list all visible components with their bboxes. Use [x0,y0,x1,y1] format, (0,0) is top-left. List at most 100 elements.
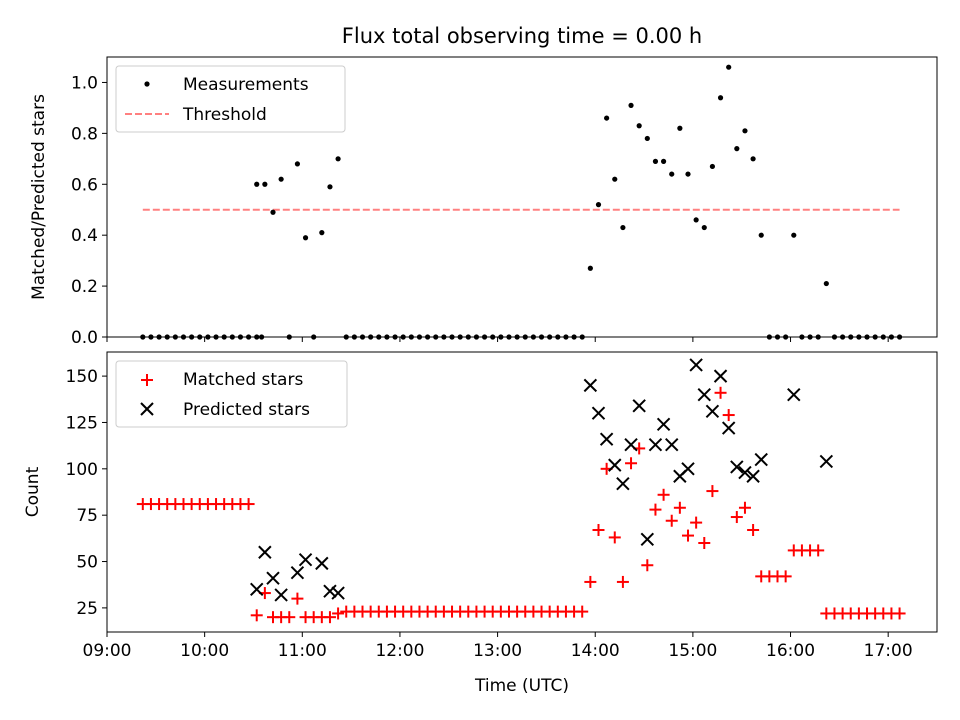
measurement-point [595,202,602,208]
measurement-point [677,125,683,131]
matched-star-point [584,575,597,588]
predicted-star-d2 [730,460,744,474]
predicted-star-point [648,438,663,452]
matched-star-point [576,605,589,618]
measurement-point [327,184,333,190]
matched-star-point [332,607,345,620]
bottom-axes-frame [106,351,938,633]
predicted-star-d2 [266,571,280,585]
predicted-star-point [608,458,622,472]
predicted-star-point [787,387,801,402]
predicted-star-d2 [258,545,272,559]
measurement-point [693,217,699,223]
predicted-star-d2 [819,454,834,469]
measurement-point [734,146,740,152]
top-legend-frame [115,65,346,133]
predicted-star-d2 [705,404,720,419]
y-tick-label: 0.4 [71,226,98,246]
matched-star-point [283,611,296,624]
legend-matched-marker [141,374,153,386]
predicted-star-point [681,462,695,476]
predicted-star-point [298,552,313,567]
predicted-star-point [705,404,720,419]
legend-matched-label: Matched stars [183,370,303,390]
predicted-star-d2 [323,584,337,598]
matched-star-point [625,457,638,470]
predicted-star-point [331,586,345,600]
matched-star-point [714,386,727,399]
predicted-star-d2 [754,452,768,467]
y-tick-label: 25 [76,599,98,619]
y-tick-label: 75 [76,506,98,526]
predicted-star-point [721,421,736,435]
measurement-point [726,64,732,70]
predicted-star-point [274,588,288,602]
predicted-star-d2 [681,462,695,476]
y-tick-label: 50 [76,553,98,573]
predicted-star-point [656,417,671,432]
top-legend: Measurements Threshold [115,65,346,133]
predicted-star-point [713,369,728,383]
predicted-star-d2 [290,565,305,580]
legend-predicted-label: Predicted stars [183,400,310,420]
y-tick-label: 0.8 [71,124,98,144]
predicted-star-d2 [274,588,288,602]
predicted-star-point [738,465,752,480]
x-tick-label: 11:00 [278,641,327,661]
y-tick-label: 0.6 [71,175,98,195]
measurement-point [709,163,716,170]
predicted-star-d2 [721,421,736,435]
measurement-point [652,158,659,164]
predicted-star-d2 [689,358,703,372]
predicted-star-point [665,438,679,452]
measurement-point [612,176,618,182]
predicted-star-d2 [298,552,313,567]
predicted-star-point [616,476,630,491]
x-tick-label: 12:00 [375,641,424,661]
predicted-star-point [730,460,744,474]
predicted-star-d2 [746,469,760,483]
predicted-star-point [266,571,280,585]
measurement-point [587,265,593,271]
measurement-point [278,176,284,182]
legend-threshold-label: Threshold [182,105,267,125]
matched-star-point [779,570,792,583]
measurement-point [701,224,707,231]
measurement-point [644,135,650,142]
matched-star-point [641,559,654,572]
matched-star-point [722,409,735,422]
matched-star-point [323,611,336,624]
predicted-star-d2 [624,438,638,452]
measurement-point [742,128,748,134]
matched-star-point [812,544,825,557]
top-y-axis-label: Matched/Predicted stars [29,94,49,300]
bottom-legend-frame [115,360,348,428]
legend-measurements-label: Measurements [183,75,309,95]
legend-measurements-marker [144,81,150,87]
measurement-point [669,171,675,177]
matched-star-point [698,536,711,549]
matched-star-point [242,498,255,511]
predicted-star-point [323,584,337,598]
x-tick-label: 16:00 [766,641,815,661]
measurement-point [685,171,691,177]
predicted-star-d2 [665,438,679,452]
matched-star-point [657,488,670,501]
matched-star-point [747,524,760,537]
measurement-point [262,181,268,187]
x-axis-label: Time (UTC) [474,676,569,696]
matched-star-point [250,609,263,622]
predicted-star-point [689,358,703,372]
matched-star-point [649,503,662,516]
predicted-star-d2 [787,387,801,402]
x-tick-label: 17:00 [864,641,913,661]
y-tick-label: 100 [66,460,98,480]
predicted-star-d2 [632,399,646,413]
predicted-star-point [746,469,760,483]
predicted-star-point [632,399,646,413]
x-tick-label: 13:00 [473,641,522,661]
matched-star-point [592,524,605,537]
predicted-star-d2 [331,586,345,600]
matched-star-point [730,511,743,524]
